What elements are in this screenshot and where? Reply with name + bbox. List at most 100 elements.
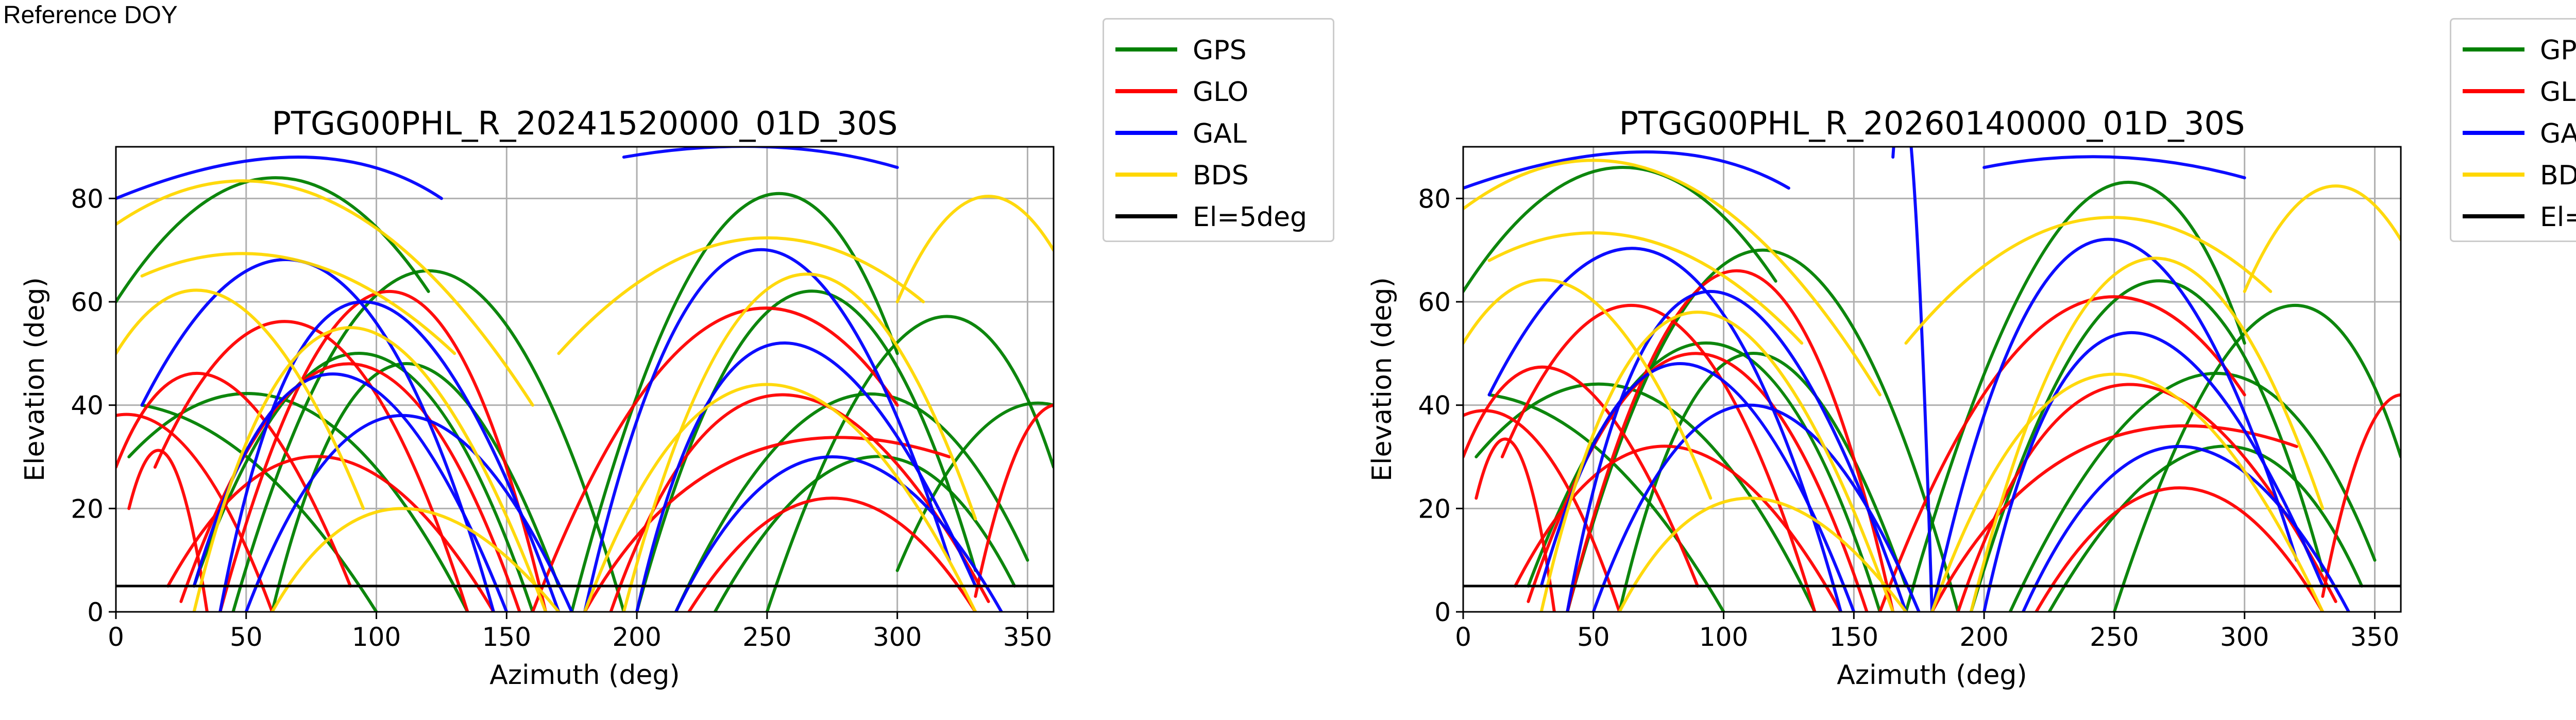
x-tick-label: 0 [108,622,124,652]
series-gal [1463,147,2350,612]
satellite-track [116,413,274,612]
satellite-track [116,176,430,303]
satellite-track [1878,295,2246,612]
legend-entry-glo: GLO [2451,70,2576,111]
reference-doy-label: Reference DOY [3,2,178,29]
legend-swatch [2463,214,2524,218]
y-tick-label: 40 [71,391,104,421]
legend-entry-bds: BDS [2451,153,2576,194]
legend-label: GLO [1193,77,1249,108]
satellite-track [2243,184,2401,293]
legend-swatch [2463,173,2524,177]
plot-area [116,147,1054,612]
satellite-track [1463,166,1777,293]
series-gps [116,176,1054,612]
satellite-track [116,179,534,407]
satellite-track [609,393,990,612]
satellite-track [622,147,899,169]
legend-entry-gal: GAL [2451,111,2576,152]
satellite-track [1618,496,1908,612]
x-tick-label: 50 [1577,622,1610,652]
satellite-track [1904,216,2273,345]
legend-swatch [1115,47,1177,52]
legend-swatch [2463,47,2524,52]
legend-entry-glo: GLO [1104,70,1333,111]
satellite-track [974,403,1054,598]
satellite-track [153,320,469,612]
satellite-track [1463,365,1699,588]
y-tick-label: 20 [71,494,104,524]
satellite-track [192,372,509,612]
satellite-track [1566,290,1908,612]
legend-entry-gal: GAL [1104,111,1333,152]
satellite-track [2112,304,2401,612]
satellite-track [622,272,977,612]
satellite-track [1566,248,1960,612]
satellite-track [140,252,456,355]
chart-panel-1: 0 50 100 150 200 250 300 350 0 20 40 60 80 PTGG00PHL_… [20,105,1055,691]
legend-entry-el-5deg: El=5deg [2451,195,2576,236]
y-tick-label: 20 [1418,494,1451,524]
satellite-track [895,401,1054,572]
satellite-track [1487,393,1725,612]
satellite-track [1982,331,2325,612]
axes-frame [1462,146,2402,613]
x-tick-label: 300 [2220,622,2269,652]
legend-swatch [1115,131,1177,135]
chart-title: PTGG00PHL_R_20241520000_01D_30S [272,105,898,142]
chart-title: PTGG00PHL_R_20260140000_01D_30S [1619,105,2245,142]
satellite-track [2035,486,2325,612]
axes-frame [115,146,1055,613]
satellite-track [1487,231,1804,345]
satellite-track [116,288,365,510]
x-tick-label: 150 [482,622,531,652]
series-bds [116,179,1054,612]
satellite-track [127,449,209,612]
satellite-track [1930,237,2298,612]
satellite-track [635,341,977,612]
satellite-track [570,192,899,612]
satellite-track [1539,362,1856,612]
satellite-track [1463,278,1713,500]
y-tick-label: 80 [1418,184,1451,214]
legend-2: GPS GLO GAL BDS El=5deg [2450,18,2576,242]
x-tick-label: 150 [1829,622,1878,652]
x-tick-label: 50 [230,622,263,652]
satellite-track [687,496,977,612]
satellite-track [1982,155,2246,180]
satellite-track [1463,150,1790,190]
satellite-track [583,248,951,612]
legend-entry-gps: GPS [1104,28,1333,69]
satellite-track [895,195,1054,303]
legend-entry-gps: GPS [2451,28,2576,69]
y-axis-label: Elevation (deg) [20,277,50,482]
x-tick-label: 200 [1959,622,2008,652]
legend-swatch [2463,131,2524,135]
legend-label: BDS [1193,160,1249,191]
series-glo [116,289,1054,612]
satellite-track [166,455,496,612]
series-bds [1463,159,2401,612]
satellite-track [1514,444,1843,612]
satellite-track [713,455,1016,612]
x-tick-label: 0 [1455,622,1471,652]
x-tick-label: 350 [1003,622,1052,652]
legend-label: GAL [1193,118,1247,149]
satellite-track [2047,444,2364,612]
satellite-track [1463,159,1882,397]
legend-swatch [1115,214,1177,218]
x-tick-label: 250 [742,622,791,652]
x-tick-label: 250 [2090,622,2139,652]
legend-swatch [1115,89,1177,93]
satellite-track [192,352,534,612]
x-tick-label: 350 [2350,622,2399,652]
satellite-track [1956,383,2337,612]
plot-area [1463,147,2401,612]
legend-swatch [2463,89,2524,93]
satellite-track [192,326,548,612]
legend-label: BDS [2540,160,2576,191]
satellite-track [531,306,899,612]
satellite-track [218,300,561,612]
satellite-track [1930,424,2298,612]
